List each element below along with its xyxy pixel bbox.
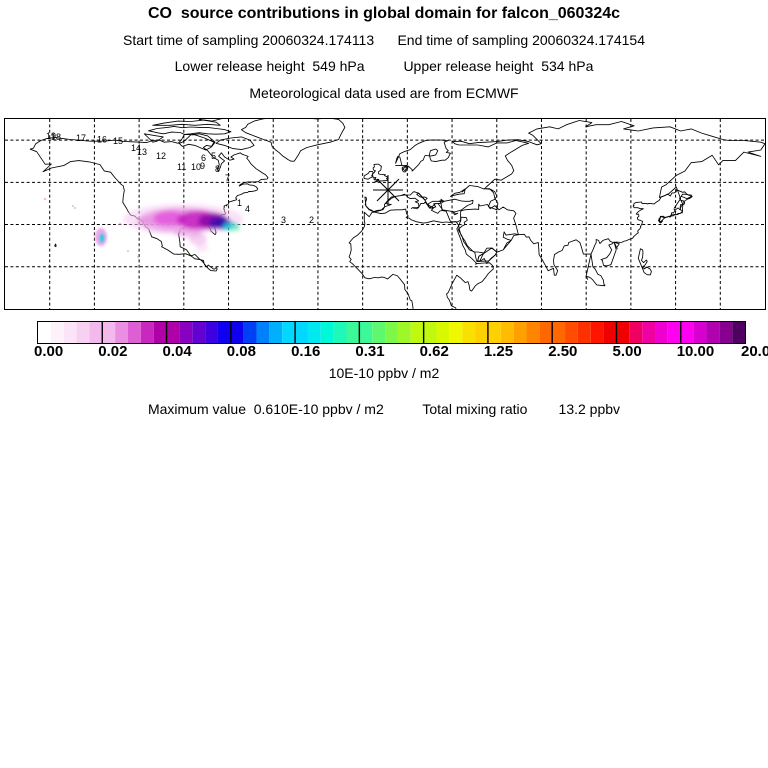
- svg-text:18: 18: [51, 132, 61, 142]
- svg-text:16: 16: [97, 135, 107, 145]
- svg-text:3: 3: [281, 215, 286, 225]
- svg-text:6: 6: [201, 153, 206, 163]
- svg-text:8: 8: [215, 164, 220, 174]
- svg-text:1: 1: [237, 198, 242, 208]
- svg-text:7: 7: [225, 173, 230, 183]
- svg-text:15: 15: [113, 136, 123, 146]
- svg-text:17: 17: [76, 133, 86, 143]
- svg-text:12: 12: [156, 151, 166, 161]
- svg-text:2: 2: [309, 215, 314, 225]
- svg-text:11: 11: [177, 162, 186, 172]
- svg-text:13: 13: [137, 147, 147, 157]
- svg-text:5: 5: [211, 151, 216, 161]
- svg-text:4: 4: [245, 204, 250, 214]
